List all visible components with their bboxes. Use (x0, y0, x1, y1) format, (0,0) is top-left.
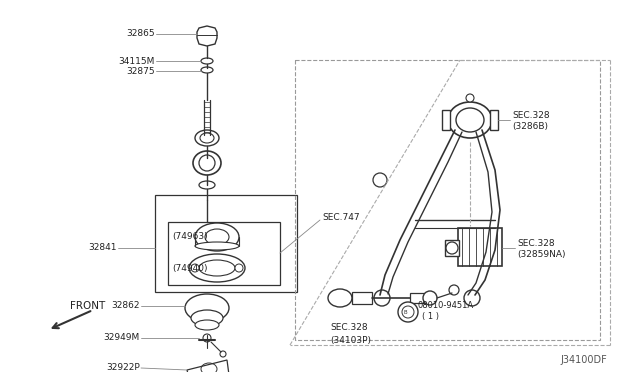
Ellipse shape (374, 290, 390, 306)
Text: (74940): (74940) (172, 263, 207, 273)
Ellipse shape (195, 130, 219, 146)
Ellipse shape (185, 294, 229, 322)
Ellipse shape (199, 181, 215, 189)
Ellipse shape (466, 94, 474, 102)
Text: (74963): (74963) (172, 232, 207, 241)
Text: 32862: 32862 (111, 301, 140, 311)
Text: 32949M: 32949M (104, 334, 140, 343)
Bar (445, 240, 459, 256)
Text: (3286B): (3286B) (512, 122, 548, 131)
Ellipse shape (193, 151, 221, 175)
Ellipse shape (423, 291, 437, 305)
Ellipse shape (373, 173, 387, 187)
Bar (295, 60, 600, 340)
Ellipse shape (235, 264, 243, 272)
Ellipse shape (195, 242, 239, 250)
Text: J34100DF: J34100DF (560, 355, 607, 365)
Ellipse shape (446, 242, 458, 254)
Ellipse shape (201, 58, 213, 64)
Ellipse shape (195, 223, 239, 251)
Text: SEC.328: SEC.328 (512, 110, 550, 119)
Ellipse shape (200, 133, 214, 143)
Text: B: B (403, 310, 406, 314)
Ellipse shape (449, 285, 459, 295)
Text: FRONT: FRONT (70, 301, 105, 311)
Text: (34103P): (34103P) (330, 336, 371, 344)
Text: ( 1 ): ( 1 ) (422, 312, 439, 321)
Ellipse shape (195, 320, 219, 330)
Text: SEC.328: SEC.328 (517, 238, 555, 247)
Bar (155, 195, 297, 292)
Text: 32922P: 32922P (106, 363, 140, 372)
Bar (410, 293, 428, 303)
Text: 34115M: 34115M (118, 57, 155, 65)
Text: 32841: 32841 (88, 244, 116, 253)
Ellipse shape (328, 289, 352, 307)
Text: 32865: 32865 (126, 29, 155, 38)
Bar (442, 110, 450, 130)
Bar (458, 228, 502, 266)
Ellipse shape (199, 155, 215, 171)
Text: SEC.747: SEC.747 (322, 214, 360, 222)
Ellipse shape (203, 334, 211, 342)
Ellipse shape (398, 302, 418, 322)
Ellipse shape (448, 102, 492, 138)
Bar (352, 292, 372, 304)
Polygon shape (197, 26, 217, 46)
Ellipse shape (189, 254, 245, 282)
Text: (32859NA): (32859NA) (517, 250, 566, 260)
Text: 32875: 32875 (126, 67, 155, 76)
Text: 08010-9451A: 08010-9451A (418, 301, 474, 311)
Ellipse shape (464, 290, 480, 306)
Ellipse shape (456, 108, 484, 132)
Ellipse shape (191, 264, 199, 272)
Ellipse shape (201, 67, 213, 73)
Ellipse shape (220, 351, 226, 357)
Polygon shape (187, 360, 229, 372)
Bar (490, 110, 498, 130)
Text: SEC.328: SEC.328 (330, 324, 367, 333)
Ellipse shape (205, 229, 229, 245)
Ellipse shape (191, 310, 223, 326)
Bar (168, 222, 280, 285)
